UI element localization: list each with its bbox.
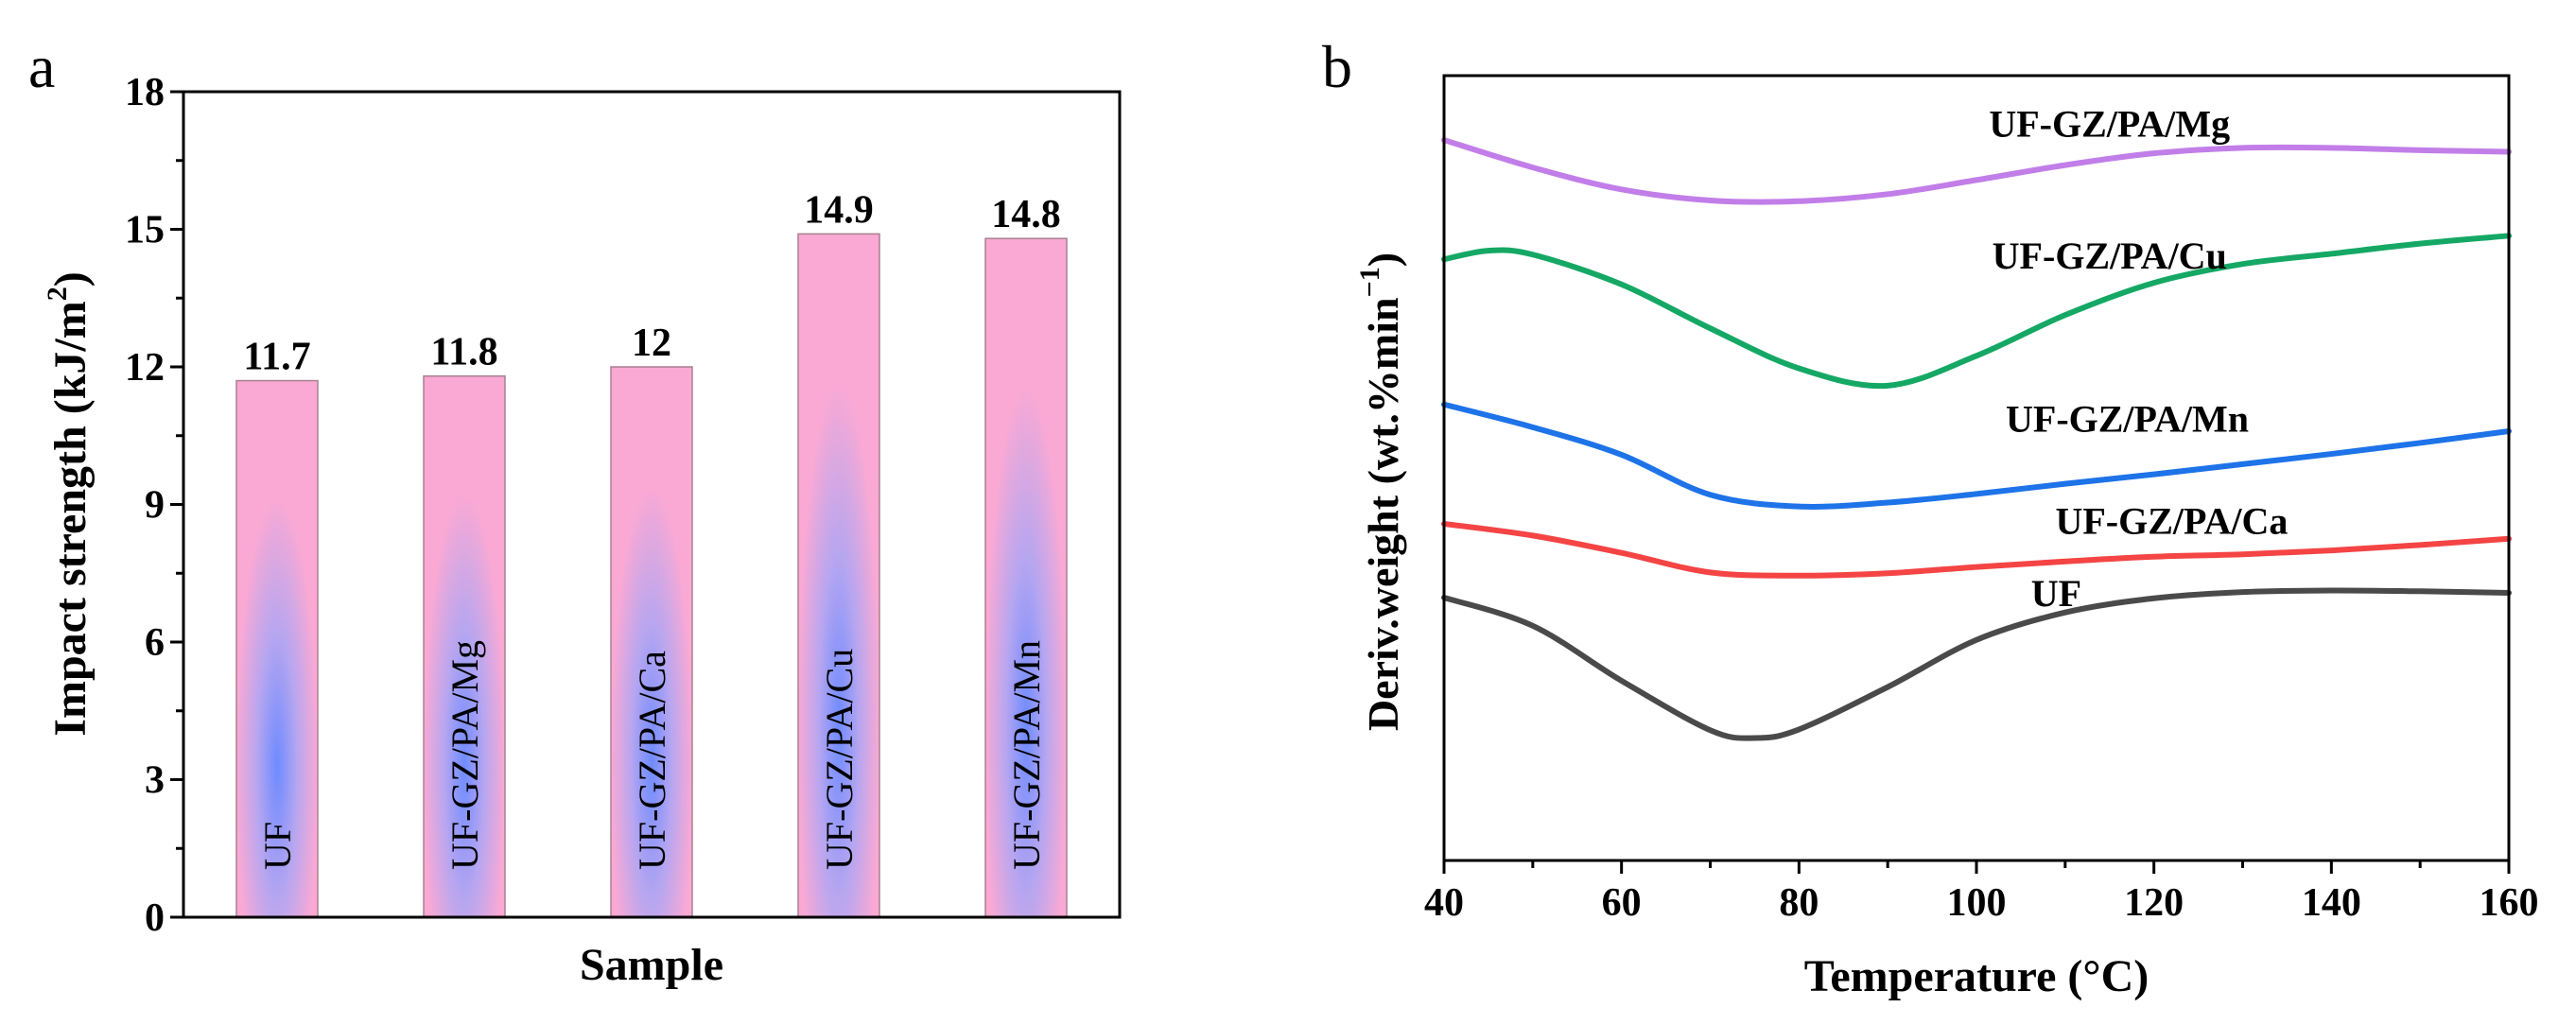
- bar-group: 12 UF-GZ/PA/Ca: [610, 321, 693, 918]
- series-annotation: UF: [2031, 572, 2081, 615]
- bar-group: 11.8 UF-GZ/PA/Mg: [423, 331, 506, 918]
- bar-data-label: 14.9: [804, 188, 874, 232]
- bar-category-label: UF-GZ/PA/Mn: [1005, 640, 1048, 870]
- bar-chart: 0 3 6 9 12 15 18 11.7 UF 11.8 UF-GZ/PA/Mg 12 UF-GZ/…: [42, 71, 1122, 990]
- b-annotations: UF-GZ/PA/Mg UF-GZ/PA/Cu UF-GZ/PA/Mn UF-GZ/P…: [1989, 103, 2288, 615]
- a-y-axis-title-sup: 2: [42, 287, 73, 301]
- a-y-tick-label: 0: [145, 896, 165, 940]
- bar-category-label: UF-GZ/PA/Ca: [631, 651, 673, 870]
- bar-category-label: UF-GZ/PA/Mg: [444, 640, 486, 870]
- b-x-tick-label: 140: [2302, 881, 2361, 925]
- series-line: [1441, 401, 2512, 510]
- series-line: [1441, 587, 2512, 741]
- series-line: [1441, 520, 2512, 579]
- series-line: [1441, 137, 2512, 205]
- b-x-tick-label: 100: [1947, 881, 2007, 925]
- a-bars: 11.7 UF 11.8 UF-GZ/PA/Mg 12 UF-GZ/PA/Ca 14.9 UF…: [235, 188, 1068, 918]
- b-y-axis-title-close: ): [1359, 252, 1407, 267]
- a-y-axis-title-main: Impact strength (kJ/m: [45, 301, 96, 736]
- b-x-axis-title: Temperature (°C): [1804, 951, 2149, 1001]
- bar: [423, 374, 506, 918]
- bar-group: 11.7 UF: [235, 336, 319, 918]
- bar-category-label: UF-GZ/PA/Cu: [818, 649, 861, 870]
- a-y-axis-title-close: ): [45, 271, 96, 287]
- a-y-tick-label: 3: [145, 759, 165, 803]
- a-y-tick-label: 12: [125, 346, 165, 390]
- b-x-tick-label: 160: [2480, 881, 2539, 925]
- bar-data-label: 14.8: [991, 193, 1061, 236]
- a-y-tick-label: 9: [145, 484, 165, 528]
- bar-data-label: 12: [632, 321, 671, 365]
- b-x-ticks: 40 60 80 100 120 140 160: [1424, 860, 2539, 925]
- bar-group: 14.9 UF-GZ/PA/Cu: [797, 188, 880, 918]
- series-annotation: UF-GZ/PA/Mg: [1989, 103, 2230, 146]
- series-annotation: UF-GZ/PA/Cu: [1993, 235, 2227, 277]
- panel-label-b: b: [1322, 33, 1352, 100]
- bar: [235, 379, 319, 918]
- b-y-axis-title-sup: −1: [1354, 267, 1385, 297]
- bar-data-label: 11.8: [430, 331, 497, 374]
- line-chart: 40 60 80 100 120 140 160 UF-GZ/PA/Mg UF-GZ/PA/C…: [1354, 74, 2539, 1001]
- panel-label-a: a: [28, 33, 55, 100]
- b-series-lines: [1441, 137, 2512, 741]
- a-y-axis-title: Impact strength (kJ/m2): [42, 271, 96, 736]
- b-y-axis-title-main: Deriv.weight (wt.%min: [1359, 297, 1407, 731]
- series-annotation: UF-GZ/PA/Mn: [2006, 398, 2249, 441]
- b-x-tick-label: 120: [2124, 881, 2184, 925]
- b-x-tick-label: 40: [1424, 881, 1464, 925]
- a-x-axis-title: Sample: [580, 940, 723, 990]
- a-y-ticks: 0 3 6 9 12 15 18: [125, 71, 183, 940]
- series-line: [1441, 233, 2512, 390]
- bar-data-label: 11.7: [243, 336, 310, 379]
- a-plot-frame: [182, 90, 1122, 919]
- a-y-tick-label: 18: [125, 71, 165, 114]
- bar-category-label: UF: [256, 822, 299, 870]
- a-y-tick-label: 6: [145, 621, 165, 665]
- bar-group: 14.8 UF-GZ/PA/Mn: [984, 193, 1068, 918]
- b-x-tick-label: 60: [1602, 881, 1642, 925]
- b-x-tick-label: 80: [1779, 881, 1819, 925]
- bar: [610, 366, 693, 918]
- series-annotation: UF-GZ/PA/Ca: [2055, 500, 2288, 543]
- bar: [984, 237, 1068, 918]
- b-y-axis-title: Deriv.weight (wt.%min−1): [1354, 252, 1407, 731]
- b-plot-frame: [1442, 74, 2511, 862]
- a-y-tick-label: 15: [125, 209, 165, 252]
